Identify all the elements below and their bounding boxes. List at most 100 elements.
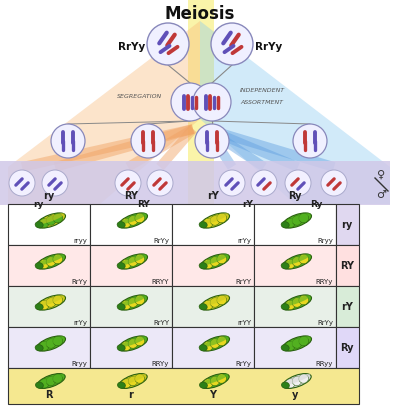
Ellipse shape	[53, 214, 63, 223]
Ellipse shape	[282, 295, 312, 310]
Circle shape	[193, 84, 231, 122]
Ellipse shape	[201, 374, 229, 389]
Text: y: y	[292, 389, 298, 399]
Ellipse shape	[35, 222, 43, 228]
Ellipse shape	[281, 222, 289, 228]
Ellipse shape	[200, 254, 230, 269]
Text: ry: ry	[33, 199, 43, 209]
Bar	[254, 286, 336, 327]
Circle shape	[195, 125, 229, 159]
Circle shape	[211, 24, 253, 66]
Ellipse shape	[281, 263, 289, 269]
Ellipse shape	[203, 342, 213, 351]
Text: rrYy: rrYy	[73, 319, 87, 325]
Ellipse shape	[283, 214, 311, 225]
Ellipse shape	[201, 295, 229, 306]
Ellipse shape	[199, 345, 207, 351]
Text: RRYy: RRYy	[152, 360, 169, 366]
Text: rryy: rryy	[73, 237, 87, 243]
Ellipse shape	[117, 304, 125, 310]
Ellipse shape	[217, 296, 227, 305]
Ellipse shape	[122, 379, 131, 388]
Ellipse shape	[299, 255, 309, 264]
Ellipse shape	[135, 337, 145, 346]
Ellipse shape	[35, 345, 43, 351]
Text: r: r	[128, 389, 134, 399]
Bar	[90, 204, 172, 245]
Text: RY: RY	[340, 261, 354, 271]
Ellipse shape	[118, 382, 125, 388]
Ellipse shape	[35, 263, 43, 269]
Circle shape	[293, 125, 327, 159]
Ellipse shape	[35, 304, 43, 310]
Text: Y: Y	[210, 389, 216, 399]
Text: rY: rY	[341, 302, 353, 312]
Ellipse shape	[285, 260, 295, 269]
Ellipse shape	[299, 337, 309, 346]
Ellipse shape	[282, 336, 312, 351]
Circle shape	[251, 171, 277, 197]
Ellipse shape	[40, 379, 49, 388]
Ellipse shape	[118, 214, 148, 228]
Ellipse shape	[299, 296, 309, 305]
Ellipse shape	[128, 298, 138, 308]
Ellipse shape	[203, 260, 213, 269]
Ellipse shape	[282, 382, 289, 388]
Ellipse shape	[46, 216, 56, 225]
Ellipse shape	[53, 374, 62, 383]
Ellipse shape	[128, 339, 138, 349]
Ellipse shape	[282, 254, 312, 269]
Ellipse shape	[53, 337, 63, 346]
Ellipse shape	[36, 336, 66, 351]
Ellipse shape	[299, 374, 308, 383]
Ellipse shape	[128, 377, 138, 386]
Ellipse shape	[202, 374, 228, 385]
Ellipse shape	[37, 374, 65, 389]
Circle shape	[42, 171, 68, 197]
Bar	[254, 245, 336, 286]
Bar	[336, 204, 359, 245]
Ellipse shape	[118, 254, 148, 269]
Ellipse shape	[128, 216, 138, 225]
Circle shape	[147, 24, 189, 66]
Ellipse shape	[204, 379, 213, 388]
Ellipse shape	[217, 214, 227, 223]
Text: rrYY: rrYY	[237, 319, 251, 325]
Ellipse shape	[39, 301, 49, 310]
Ellipse shape	[36, 382, 43, 388]
Circle shape	[9, 171, 35, 197]
Ellipse shape	[283, 374, 311, 389]
Bar	[254, 204, 336, 245]
Circle shape	[321, 171, 347, 197]
Ellipse shape	[46, 377, 56, 386]
Ellipse shape	[283, 295, 311, 306]
Ellipse shape	[39, 219, 49, 228]
Ellipse shape	[203, 301, 213, 310]
Text: RrYy: RrYy	[235, 360, 251, 366]
Ellipse shape	[37, 336, 65, 347]
Bar	[0, 161, 390, 206]
Circle shape	[285, 171, 311, 197]
Ellipse shape	[217, 255, 227, 264]
Ellipse shape	[281, 345, 289, 351]
Bar	[8, 327, 90, 368]
Text: ry: ry	[43, 190, 55, 201]
Ellipse shape	[210, 377, 220, 386]
Bar	[8, 245, 90, 286]
Text: R: R	[45, 389, 53, 399]
Ellipse shape	[203, 219, 213, 228]
Bar	[90, 245, 172, 286]
Ellipse shape	[53, 296, 63, 305]
Ellipse shape	[119, 295, 147, 306]
Ellipse shape	[284, 374, 310, 385]
Text: rY: rY	[207, 190, 219, 201]
Bar	[8, 368, 359, 404]
Ellipse shape	[199, 222, 207, 228]
Text: RrYY: RrYY	[153, 319, 169, 325]
Ellipse shape	[135, 374, 144, 383]
Text: ♂: ♂	[376, 190, 386, 199]
Bar	[172, 245, 254, 286]
Ellipse shape	[200, 336, 230, 351]
Ellipse shape	[36, 254, 66, 269]
Ellipse shape	[135, 296, 145, 305]
